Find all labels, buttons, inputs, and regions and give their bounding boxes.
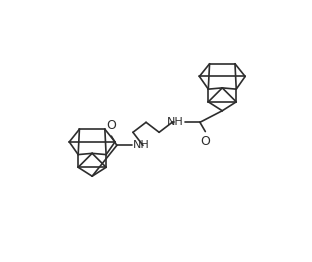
Text: O: O [200, 135, 210, 148]
Text: O: O [106, 119, 116, 132]
Text: NH: NH [133, 140, 150, 150]
Text: NH: NH [167, 117, 184, 127]
